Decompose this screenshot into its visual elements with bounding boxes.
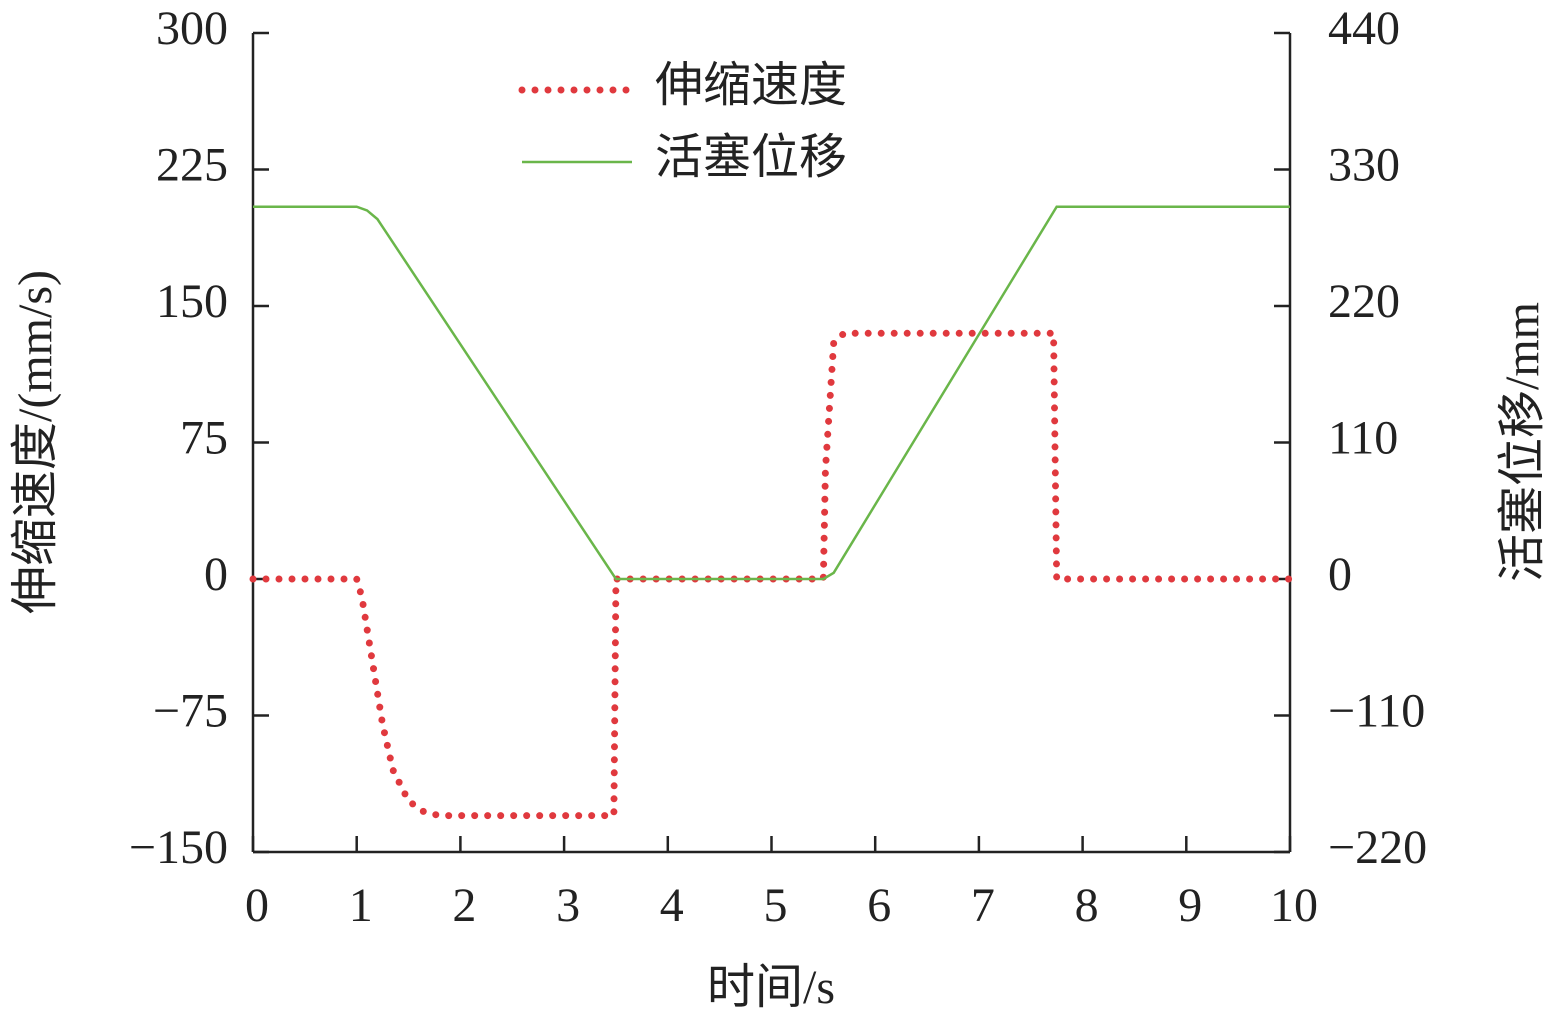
y2-tick-label: 0 bbox=[1328, 548, 1352, 601]
series-line bbox=[249, 329, 1294, 820]
y-axis-label: 伸缩速度/(mm/s) bbox=[9, 270, 62, 614]
y2-axis-label: 活塞位移/mm bbox=[1496, 302, 1549, 582]
y-tick-label: −150 bbox=[129, 821, 228, 874]
y2-tick-label: −110 bbox=[1328, 685, 1425, 738]
x-tick-label: 8 bbox=[1075, 879, 1099, 932]
x-tick-label: 1 bbox=[349, 879, 373, 932]
x-tick-label: 4 bbox=[660, 879, 684, 932]
y-tick-label: 0 bbox=[204, 548, 228, 601]
x-tick-label: 9 bbox=[1178, 879, 1202, 932]
x-tick-label: 10 bbox=[1270, 879, 1318, 932]
y2-tick-label: −220 bbox=[1328, 821, 1427, 874]
x-tick-label: 3 bbox=[556, 879, 580, 932]
y-tick-label: 225 bbox=[156, 139, 228, 192]
x-tick-label: 7 bbox=[971, 879, 995, 932]
x-tick-label: 6 bbox=[867, 879, 891, 932]
y-tick-label: −75 bbox=[153, 685, 228, 738]
x-tick-label: 0 bbox=[245, 879, 269, 932]
x-axis-label: 时间/s bbox=[707, 961, 835, 1014]
y2-tick-label: 330 bbox=[1328, 139, 1400, 192]
x-tick-label: 5 bbox=[764, 879, 788, 932]
series-line bbox=[253, 205, 1290, 581]
legend-label: 活塞位移 bbox=[655, 131, 847, 184]
y2-tick-label: 220 bbox=[1328, 275, 1400, 328]
legend-label: 伸缩速度 bbox=[655, 59, 847, 112]
x-tick-label: 2 bbox=[452, 879, 476, 932]
y-tick-label: 300 bbox=[156, 2, 228, 55]
y-tick-label: 75 bbox=[180, 412, 228, 465]
y-tick-label: 150 bbox=[156, 275, 228, 328]
y2-tick-label: 110 bbox=[1328, 412, 1398, 465]
y2-tick-label: 440 bbox=[1328, 2, 1400, 55]
